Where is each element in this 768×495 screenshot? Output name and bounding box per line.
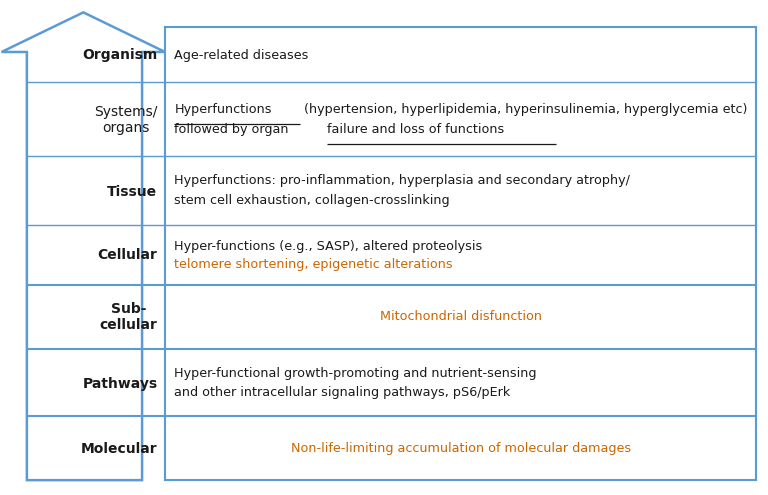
Text: Pathways: Pathways bbox=[82, 377, 157, 391]
Text: (hypertension, hyperlipidemia, hyperinsulinemia, hyperglycemia etc): (hypertension, hyperlipidemia, hyperinsu… bbox=[300, 103, 747, 116]
Text: Molecular: Molecular bbox=[81, 442, 157, 456]
Text: Tissue: Tissue bbox=[108, 185, 157, 198]
Text: Non-life-limiting accumulation of molecular damages: Non-life-limiting accumulation of molecu… bbox=[291, 443, 631, 455]
Text: and other intracellular signaling pathways, pS6/pErk: and other intracellular signaling pathwa… bbox=[174, 386, 511, 399]
Text: Systems/
organs: Systems/ organs bbox=[94, 104, 157, 135]
Text: Hyper-functions (e.g., SASP), altered proteolysis: Hyper-functions (e.g., SASP), altered pr… bbox=[174, 240, 482, 252]
Text: Organism: Organism bbox=[82, 49, 157, 62]
Text: followed by organ: followed by organ bbox=[174, 123, 293, 136]
Text: Hyperfunctions: pro-inflammation, hyperplasia and secondary atrophy/: Hyperfunctions: pro-inflammation, hyperp… bbox=[174, 174, 631, 187]
Text: telomere shortening, epigenetic alterations: telomere shortening, epigenetic alterati… bbox=[174, 258, 453, 271]
Text: Mitochondrial disfunction: Mitochondrial disfunction bbox=[380, 310, 541, 323]
Text: Cellular: Cellular bbox=[98, 248, 157, 262]
Text: stem cell exhaustion, collagen-crosslinking: stem cell exhaustion, collagen-crosslink… bbox=[174, 194, 450, 207]
Text: failure and loss of functions: failure and loss of functions bbox=[327, 123, 505, 136]
Text: Hyperfunctions: Hyperfunctions bbox=[174, 103, 272, 116]
Text: Age-related diseases: Age-related diseases bbox=[174, 49, 309, 62]
Text: Sub-
cellular: Sub- cellular bbox=[100, 301, 157, 332]
Text: Hyper-functional growth-promoting and nutrient-sensing: Hyper-functional growth-promoting and nu… bbox=[174, 367, 537, 380]
